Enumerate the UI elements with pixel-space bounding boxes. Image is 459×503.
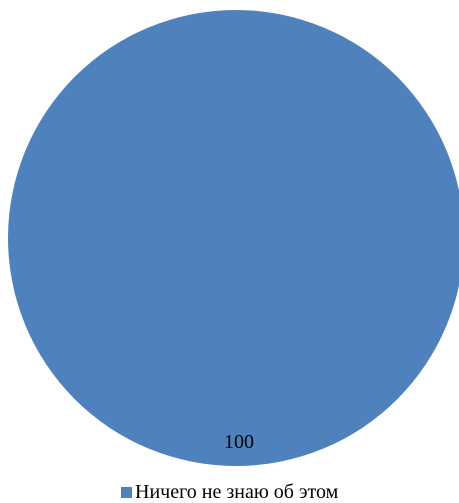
legend-swatch <box>121 487 132 498</box>
pie-slices <box>8 10 459 466</box>
legend: Ничего не знаю об этом <box>121 481 339 503</box>
data-label: 100 <box>224 431 254 453</box>
legend-entry-label: Ничего не знаю об этом <box>135 481 339 503</box>
pie-slice-0 <box>8 10 459 466</box>
